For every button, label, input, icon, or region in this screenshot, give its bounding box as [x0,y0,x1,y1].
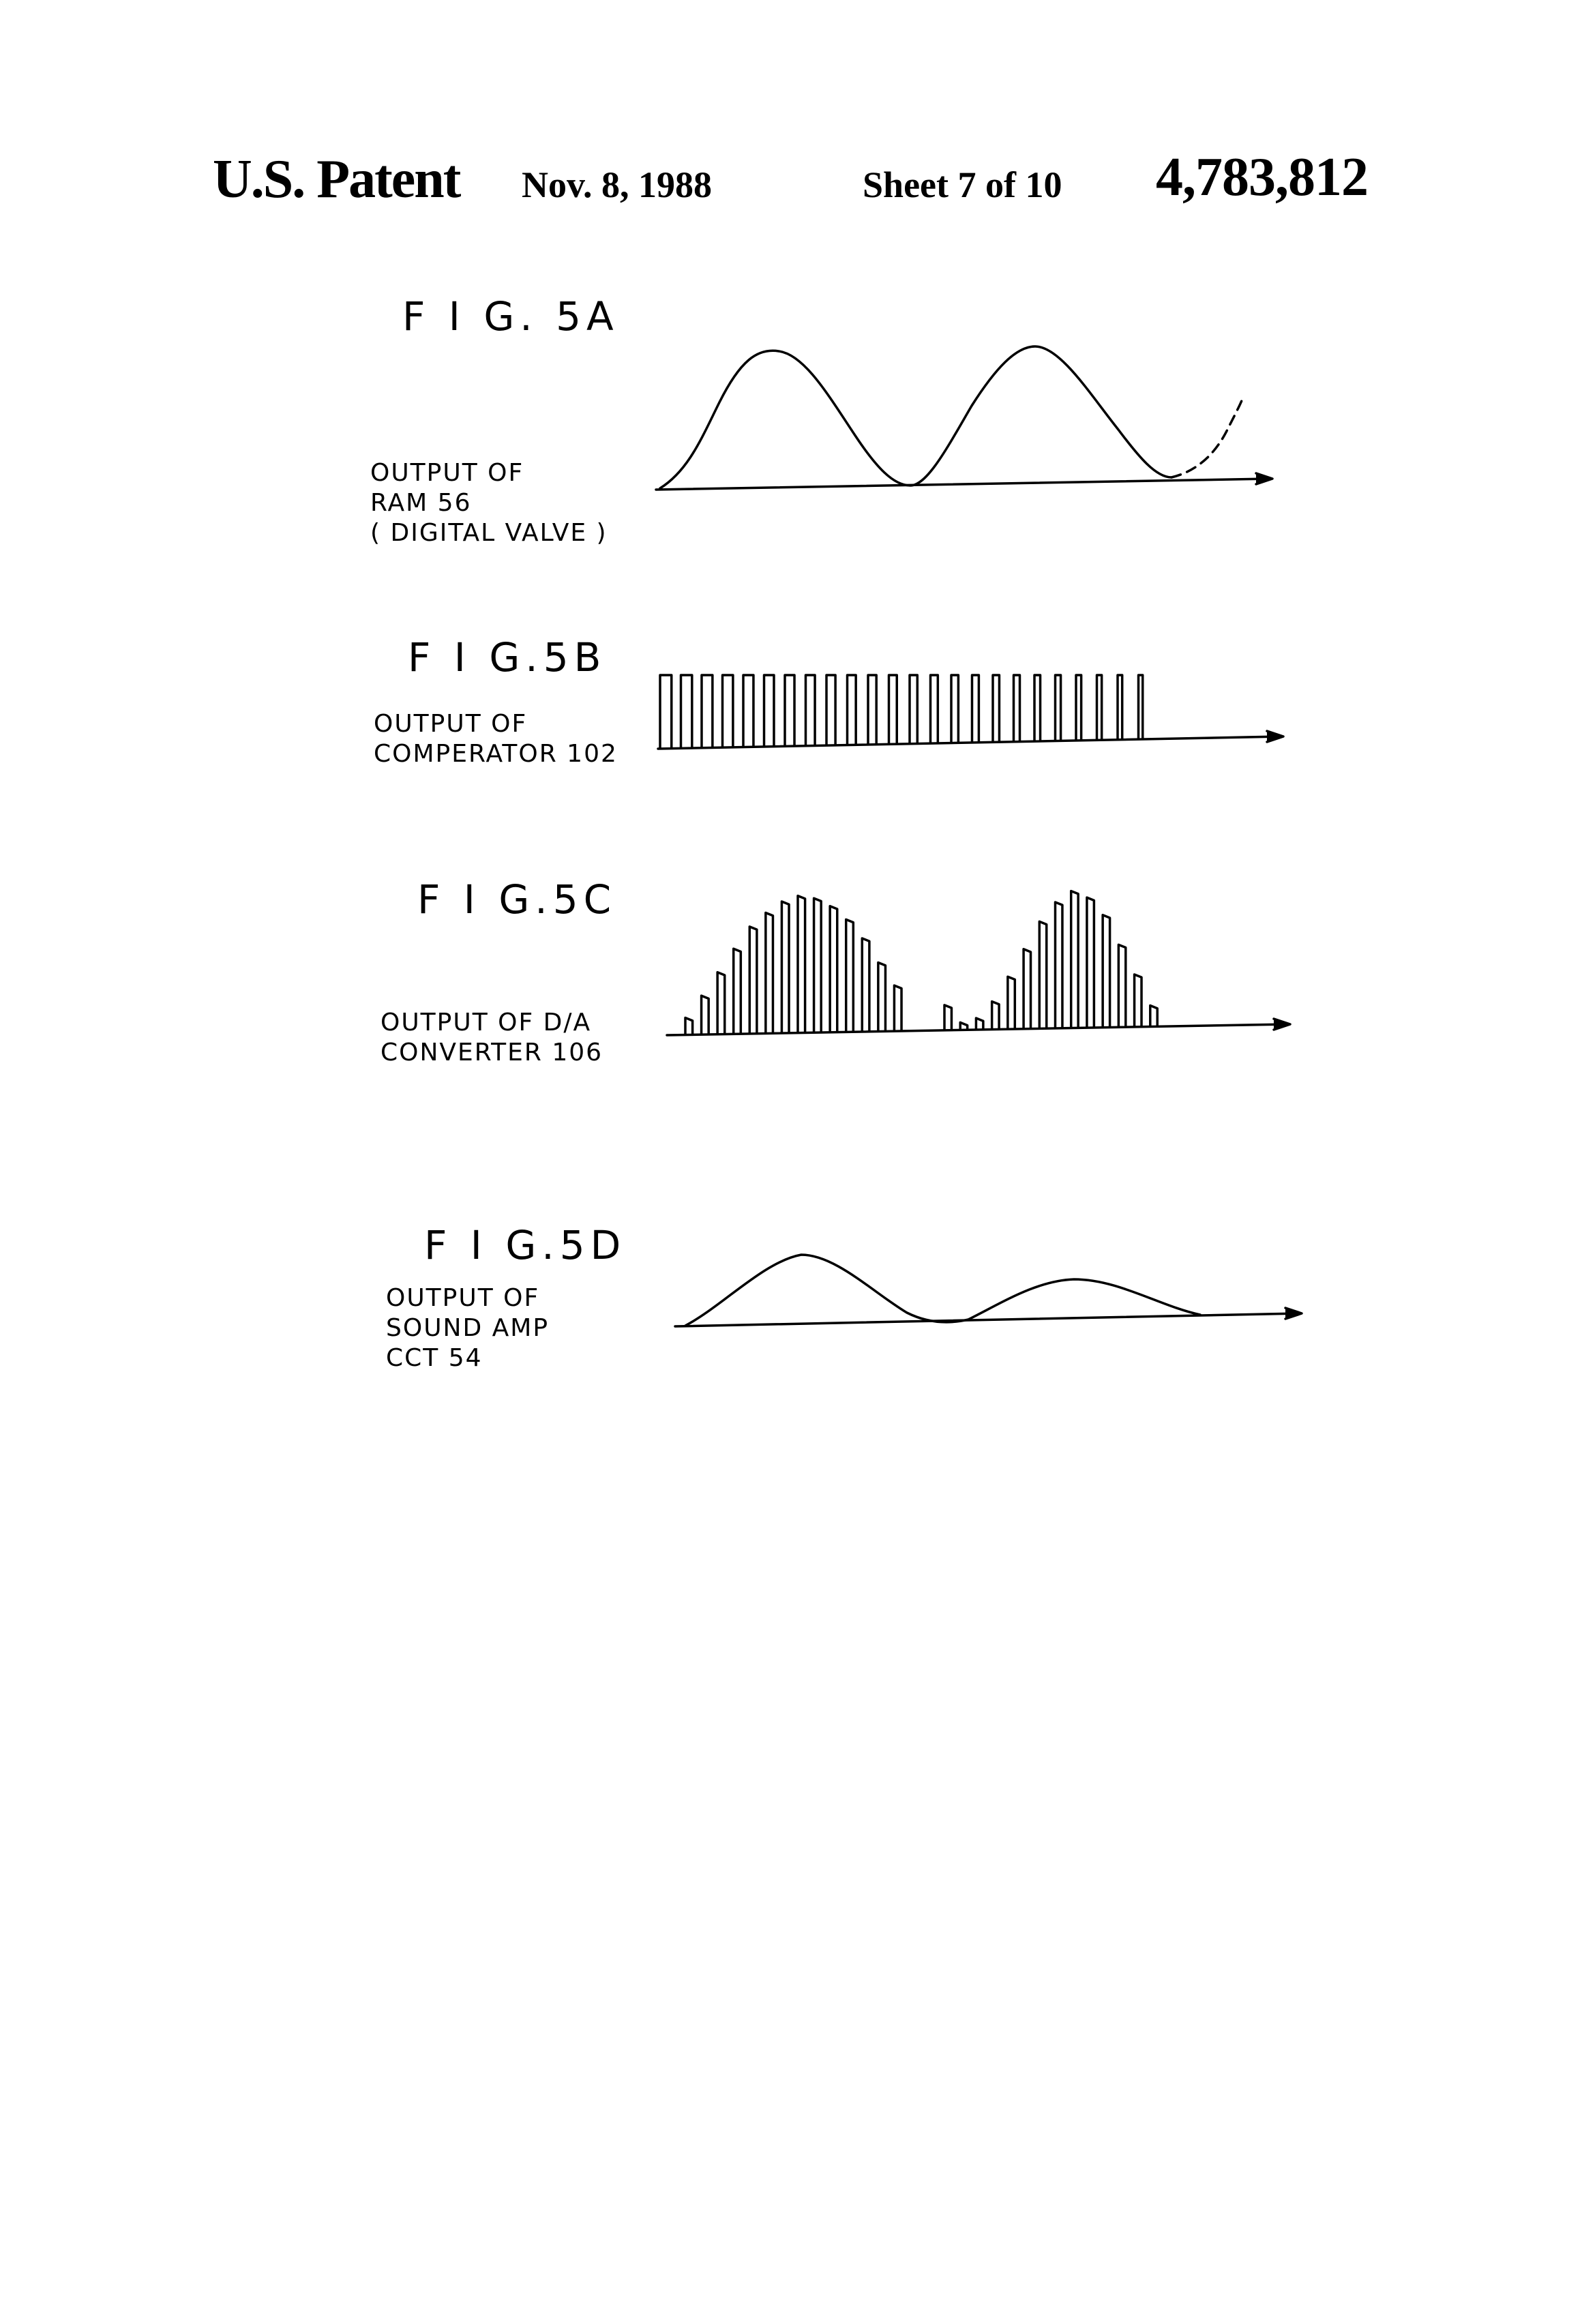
fig-5b-pulse [951,675,958,743]
fig-5b-pulse [889,675,897,743]
fig-5d-waveform [685,1255,1200,1326]
fig-5d-axis [675,1313,1299,1326]
fig-5c-bar [846,919,854,1031]
fig-5b-pulse [1097,675,1102,739]
fig-5c-bar [717,972,725,1034]
fig-5c-bar [830,906,837,1032]
fig-5c-bar [1135,974,1141,1026]
fig-5c-bar [960,1022,967,1029]
fig-5b-pulse [868,675,876,744]
fig-5c-bar [814,898,822,1032]
fig-5c-bar [1103,915,1109,1027]
fig-5c-bar [1150,1006,1157,1026]
fig-5b-pulse [1014,675,1020,741]
fig-5a-waveform [660,346,1171,488]
fig-5a-axis [656,479,1270,490]
fig-5c-bar [685,1018,693,1034]
fig-5c-bar [1056,902,1062,1028]
fig-5c-bar [1008,977,1015,1028]
fig-5c-bar [1118,944,1125,1026]
fig-5b-pulse [681,675,692,747]
fig-5c-bar [798,896,805,1032]
fig-5c-bar [781,902,789,1032]
fig-5a-axis-arrow [1256,473,1272,484]
fig-5c-bar [944,1005,951,1030]
fig-5b-graph [658,675,1283,749]
fig-5c-bar [749,927,757,1033]
fig-5b-pulse [1056,675,1061,741]
fig-5a-graph [656,346,1272,490]
fig-5b-pulse [723,675,733,747]
fig-5c-bar [992,1002,999,1029]
fig-5b-pulse [1034,675,1041,741]
fig-5c-graph [667,891,1290,1035]
fig-5b-pulse [826,675,835,745]
fig-5b-pulse [806,675,816,745]
fig-5b-pulse [702,675,713,747]
fig-5c-bar [862,938,869,1031]
fig-5c-bar [894,985,901,1030]
fig-5c-bar [1039,921,1046,1028]
fig-5d-graph [675,1255,1302,1326]
fig-5a-waveform-dashed [1171,399,1242,477]
fig-5c-bar [1071,891,1078,1028]
fig-5c-axis-arrow [1274,1019,1290,1030]
fig-5c-bar [1024,949,1030,1028]
fig-5b-pulse [1118,675,1122,739]
fig-5b-pulse [972,675,979,742]
fig-5b-pulse [743,675,753,747]
fig-5b-pulse [910,675,917,743]
fig-5b-pulse [931,675,938,743]
fig-5b-pulse [764,675,774,746]
fig-5b-pulse [1139,675,1143,739]
fig-5c-bar [1087,897,1094,1027]
fig-5c-bar [766,912,773,1032]
fig-5b-axis [658,736,1281,749]
fig-5c-bar [734,949,741,1033]
fig-5b-pulse [1076,675,1081,740]
fig-5c-bar [976,1018,983,1029]
fig-5c-bar [702,996,709,1034]
fig-5d-axis-arrow [1285,1308,1302,1319]
fig-5b-axis-arrow [1267,731,1283,742]
fig-5b-pulse [848,675,856,745]
fig-5c-bar [878,963,886,1031]
fig-5b-pulse [785,675,794,745]
fig-5b-pulse [993,675,999,741]
fig-5b-pulse [660,675,672,748]
